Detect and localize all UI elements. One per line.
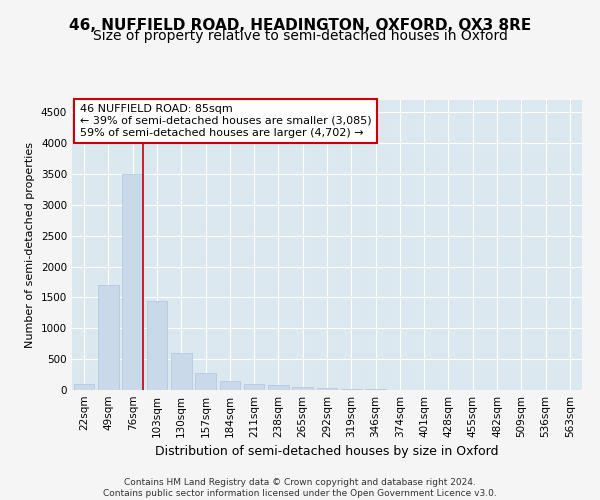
Bar [292,386,313,390]
Text: 46 NUFFIELD ROAD: 85sqm
← 39% of semi-detached houses are smaller (3,085)
59% of: 46 NUFFIELD ROAD: 85sqm ← 39% of semi-de… [80,104,371,138]
Bar [341,389,362,390]
Bar [171,353,191,390]
Bar [220,381,240,390]
Bar [244,384,265,390]
Bar [195,374,216,390]
Bar [122,174,143,390]
Text: 46, NUFFIELD ROAD, HEADINGTON, OXFORD, OX3 8RE: 46, NUFFIELD ROAD, HEADINGTON, OXFORD, O… [69,18,531,32]
X-axis label: Distribution of semi-detached houses by size in Oxford: Distribution of semi-detached houses by … [155,446,499,458]
Bar [268,386,289,390]
Bar [74,384,94,390]
Y-axis label: Number of semi-detached properties: Number of semi-detached properties [25,142,35,348]
Bar [317,388,337,390]
Bar [98,285,119,390]
Text: Size of property relative to semi-detached houses in Oxford: Size of property relative to semi-detach… [92,29,508,43]
Bar [146,300,167,390]
Text: Contains HM Land Registry data © Crown copyright and database right 2024.
Contai: Contains HM Land Registry data © Crown c… [103,478,497,498]
